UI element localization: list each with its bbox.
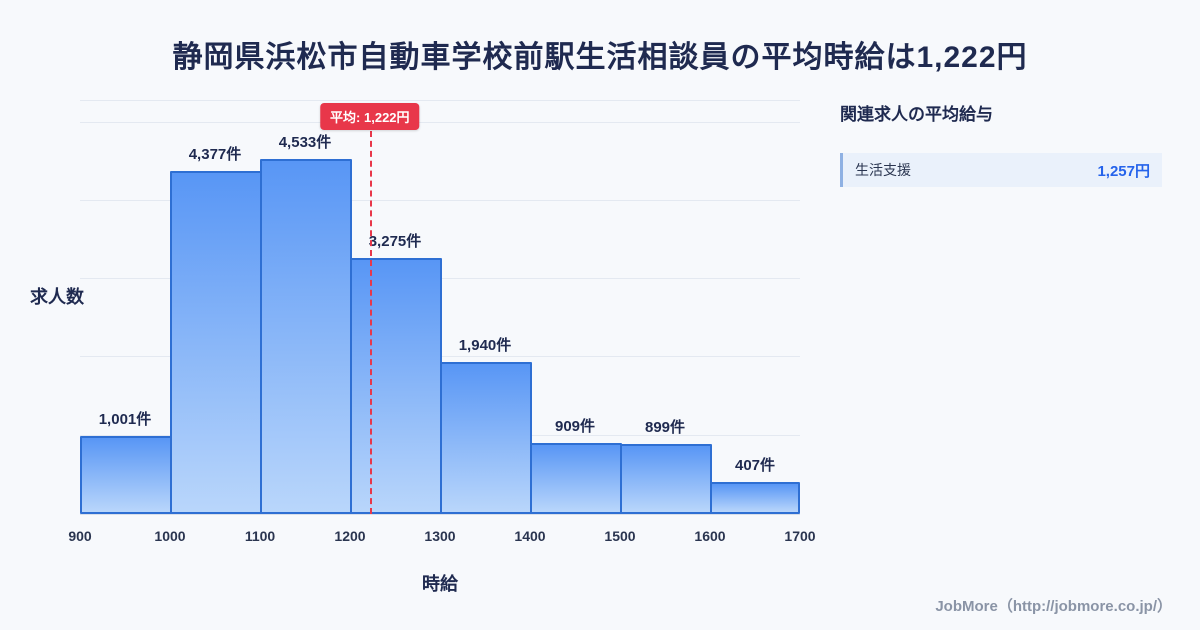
x-axis-label: 時給: [422, 574, 458, 594]
x-tick-label: 1300: [424, 528, 456, 544]
histogram-bar: [170, 171, 262, 514]
related-job-label: 生活支援: [855, 162, 911, 178]
related-jobs-title: 関連求人の平均給与: [840, 105, 993, 124]
bar-value-label: 3,275件: [368, 232, 422, 250]
page-title: 静岡県浜松市自動車学校前駅生活相談員の平均時給は1,222円: [172, 41, 1028, 74]
y-axis-label: 求人数: [30, 287, 84, 307]
bar-value-label: 909件: [554, 417, 596, 435]
bar-value-label: 1,940件: [458, 337, 512, 355]
histogram-bar: [530, 442, 622, 514]
gridline: [80, 199, 800, 201]
related-job-row: 生活支援 1,257円: [840, 153, 1162, 187]
x-tick-label: 900: [68, 528, 92, 544]
histogram-plot-area: 1,001件 4,377件 4,533件 3,275件 1,940件 909件 899件 40…: [80, 100, 800, 515]
histogram-bar: [620, 443, 712, 514]
histogram-bar: [440, 362, 532, 514]
x-tick-label: 1100: [244, 528, 276, 544]
histogram-bar: [260, 159, 352, 514]
bar-value-label: 899件: [644, 418, 686, 436]
bar-value-label: 4,377件: [188, 146, 242, 164]
bar-value-label: 407件: [734, 457, 776, 475]
average-badge: 平均: 1,222円: [320, 103, 420, 130]
x-tick-label: 1400: [514, 528, 546, 544]
histogram-bar: [80, 435, 172, 514]
x-tick-label: 1600: [694, 528, 726, 544]
footer-credit: JobMore（http://jobmore.co.jp/）: [935, 598, 1172, 615]
x-tick-label: 1500: [604, 528, 636, 544]
x-tick-label: 1200: [334, 528, 366, 544]
gridline: [80, 121, 800, 123]
x-tick-label: 1700: [784, 528, 816, 544]
average-line: [369, 131, 372, 514]
bar-value-label: 4,533件: [278, 134, 332, 152]
related-jobs-panel: 関連求人の平均給与 生活支援 1,257円: [840, 100, 1162, 187]
bar-value-label: 1,001件: [98, 410, 152, 428]
histogram-bar: [710, 482, 800, 514]
related-job-value: 1,257円: [1097, 162, 1150, 180]
x-tick-label: 1000: [154, 528, 186, 544]
histogram-bar: [350, 257, 442, 514]
